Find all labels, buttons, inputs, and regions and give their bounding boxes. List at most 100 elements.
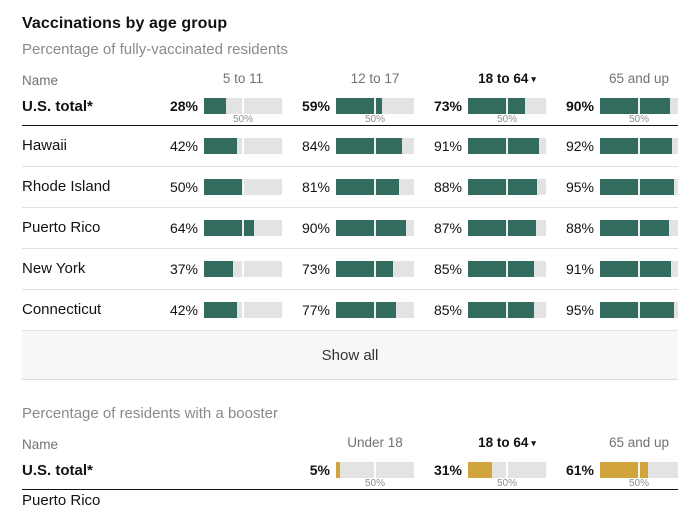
midpoint-tick — [638, 261, 640, 277]
midpoint-tick — [506, 302, 508, 318]
column-header-under-18[interactable]: Under 18 — [282, 435, 414, 452]
midpoint-tick — [374, 302, 376, 318]
percentage-bar — [600, 302, 678, 318]
bar-cell: 85% — [414, 261, 546, 277]
bar-fill — [468, 462, 493, 478]
midpoint-tick — [374, 261, 376, 277]
bar-fill — [600, 302, 675, 318]
column-header-label: 12 to 17 — [350, 71, 400, 86]
midpoint-tick — [506, 220, 508, 236]
column-header-65-and-up[interactable]: 65 and up — [546, 435, 678, 452]
table-row-connecticut: Connecticut 42% 77% 85% 95% — [22, 290, 678, 331]
column-header-12-to-17[interactable]: 12 to 17 — [282, 71, 414, 88]
bar-fill — [600, 179, 675, 195]
bar-fill — [600, 138, 672, 154]
value-label: 50% — [169, 179, 198, 195]
column-header-label: 65 and up — [608, 435, 670, 450]
value-label: 88% — [433, 179, 462, 195]
value-label: 28% — [169, 98, 198, 114]
page-title: Vaccinations by age group — [22, 15, 228, 32]
value-label: 37% — [169, 261, 198, 277]
bar-fill — [336, 220, 407, 236]
percentage-bar: 50% — [600, 98, 678, 124]
column-header-18-to-64[interactable]: 18 to 64 ▾ — [414, 435, 546, 452]
bar-fill — [336, 179, 400, 195]
percentage-bar — [468, 179, 546, 195]
midpoint-tick — [506, 138, 508, 154]
bar-cell: 88% — [414, 179, 546, 195]
vaccine-tracker-page: Vaccinations by age group Percentage of … — [0, 14, 693, 532]
bar-cell: 88% — [546, 220, 678, 236]
row-name: New York — [22, 260, 86, 277]
percentage-bar — [336, 220, 414, 236]
percentage-bar — [336, 138, 414, 154]
row-name: U.S. total* — [22, 462, 93, 479]
column-header-label: 18 to 64 ▾ — [478, 71, 536, 86]
row-name: U.S. total* — [22, 98, 93, 115]
column-header-18-to-64[interactable]: 18 to 64 ▾ — [414, 71, 546, 88]
percentage-bar — [600, 179, 678, 195]
table-body: U.S. total* 28% 50% 59% 50% 73% 50% 90% 50% Hawai… — [22, 93, 678, 331]
bar-fill — [204, 98, 226, 114]
value-label: 77% — [301, 302, 330, 318]
midpoint-label: 50% — [496, 113, 518, 125]
bar-fill — [600, 98, 671, 114]
midpoint-tick — [638, 179, 640, 195]
row-name: Hawaii — [22, 137, 68, 154]
midpoint-label: 50% — [628, 477, 650, 489]
bar-fill — [336, 261, 393, 277]
value-label: 90% — [301, 220, 330, 236]
value-label: 5% — [309, 462, 330, 478]
midpoint-tick — [638, 98, 640, 114]
percentage-bar — [468, 302, 546, 318]
column-header-name[interactable]: Name — [22, 437, 59, 452]
bar-fill — [336, 98, 383, 114]
bar-fill — [600, 462, 648, 478]
value-label: 85% — [433, 261, 462, 277]
value-label: 87% — [433, 220, 462, 236]
bar-cell: 95% — [546, 179, 678, 195]
percentage-bar — [600, 138, 678, 154]
midpoint-tick — [638, 220, 640, 236]
value-label: 61% — [565, 462, 594, 478]
percentage-bar: 50% — [600, 462, 678, 488]
bar-fill — [468, 138, 539, 154]
midpoint-tick — [374, 98, 376, 114]
midpoint-tick — [242, 261, 244, 277]
bar-cell: 64% — [150, 220, 282, 236]
percentage-bar: 50% — [204, 98, 282, 124]
value-label: 91% — [433, 138, 462, 154]
column-header-65-and-up[interactable]: 65 and up — [546, 71, 678, 88]
value-label: 84% — [301, 138, 330, 154]
midpoint-tick — [638, 462, 640, 478]
bar-cell: 81% — [282, 179, 414, 195]
value-label: 42% — [169, 138, 198, 154]
bar-fill — [204, 138, 237, 154]
bar-cell: 73% 50% — [414, 98, 546, 124]
bar-cell: 37% — [150, 261, 282, 277]
midpoint-tick — [638, 302, 640, 318]
value-label: 64% — [169, 220, 198, 236]
midpoint-tick — [242, 179, 244, 195]
bar-cell: 61% 50% — [546, 462, 678, 488]
table-row-rhode-island: Rhode Island 50% 81% 88% 95% — [22, 167, 678, 208]
midpoint-tick — [374, 138, 376, 154]
section-subtitle: Percentage of residents with a booster — [22, 405, 278, 422]
bar-cell: 92% — [546, 138, 678, 154]
bar-fill — [204, 179, 243, 195]
percentage-bar: 50% — [336, 462, 414, 488]
column-header-name[interactable]: Name — [22, 73, 59, 88]
bar-fill — [336, 138, 402, 154]
bar-cell: 50% — [150, 179, 282, 195]
table-header-row: Name Under 18 18 to 64 ▾ 65 and up — [22, 423, 678, 457]
column-header-label: 5 to 11 — [222, 71, 264, 86]
midpoint-tick — [638, 138, 640, 154]
percentage-bar — [204, 138, 282, 154]
percentage-bar — [336, 179, 414, 195]
midpoint-tick — [242, 98, 244, 114]
bar-fill — [468, 98, 525, 114]
bar-fill — [204, 261, 233, 277]
bar-cell: 73% — [282, 261, 414, 277]
column-header-5-to-11[interactable]: 5 to 11 — [150, 71, 282, 88]
show-all-button[interactable]: Show all — [22, 331, 678, 380]
